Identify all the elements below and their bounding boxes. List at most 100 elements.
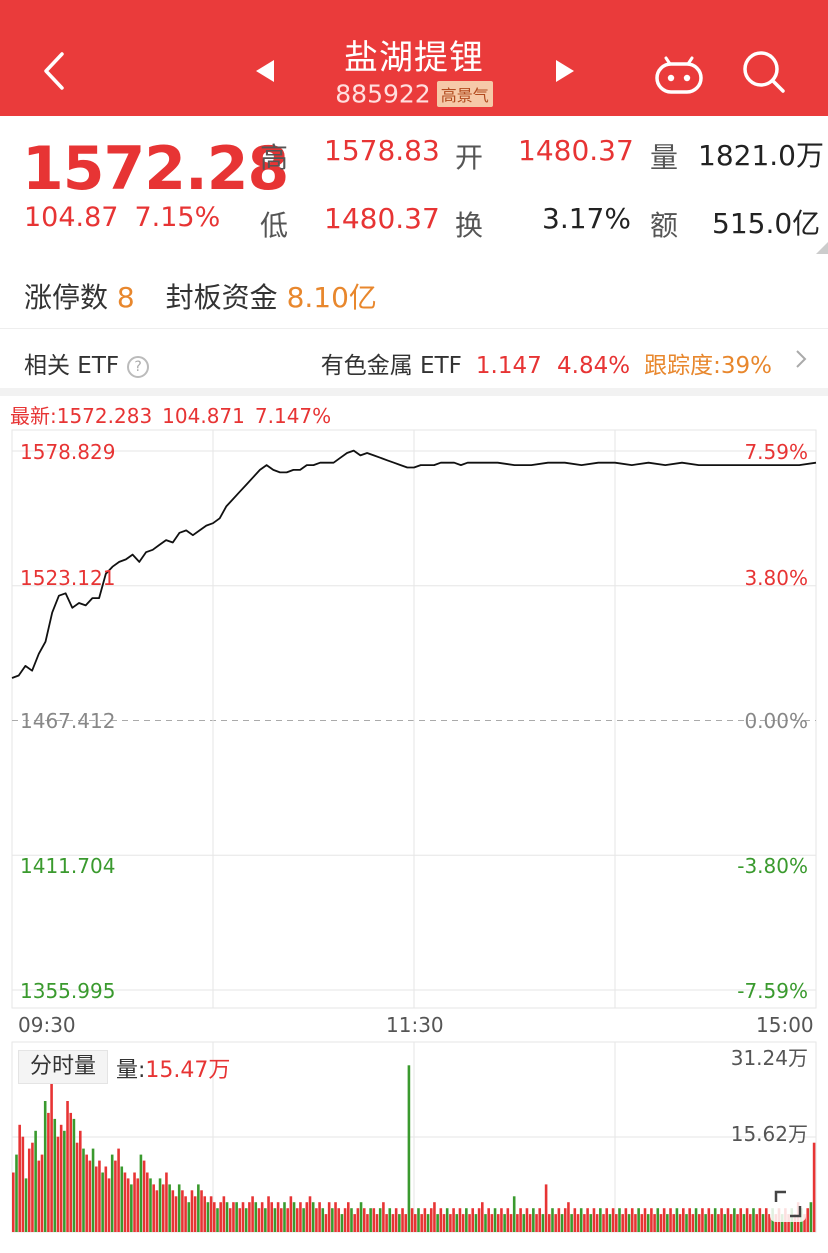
volume-bar bbox=[707, 1208, 711, 1232]
pct-tick-label: -7.59% bbox=[737, 979, 808, 1003]
volume-bar bbox=[327, 1202, 331, 1232]
volume-bar bbox=[47, 1112, 50, 1232]
volume-bar bbox=[592, 1208, 596, 1232]
volume-bar bbox=[305, 1202, 309, 1232]
volume-bar bbox=[292, 1202, 296, 1232]
volume-bar bbox=[289, 1196, 293, 1232]
volume-bar bbox=[723, 1214, 727, 1232]
volume-bar bbox=[595, 1214, 599, 1232]
next-stock-icon[interactable] bbox=[552, 58, 578, 84]
etf-name: 有色金属 ETF bbox=[320, 353, 462, 379]
chart-grid bbox=[11, 429, 817, 1233]
volume-bar bbox=[362, 1208, 366, 1232]
volume-bar bbox=[241, 1202, 245, 1232]
volume-bar bbox=[500, 1208, 503, 1232]
volume-bar bbox=[749, 1214, 752, 1232]
price-line-layer bbox=[11, 449, 817, 679]
related-etf-row[interactable]: 相关 ETF? 有色金属 ETF 1.147 4.84% 跟踪度:39% bbox=[0, 328, 828, 388]
volume-bar bbox=[599, 1208, 602, 1232]
volume-bar bbox=[739, 1208, 743, 1232]
volume-bar bbox=[388, 1208, 392, 1232]
volume-bar bbox=[627, 1214, 631, 1232]
volume-bar bbox=[193, 1196, 197, 1232]
volume-bar bbox=[155, 1190, 159, 1232]
volume-bar bbox=[15, 1154, 18, 1232]
volume-type-button[interactable]: 分时量 bbox=[18, 1050, 108, 1084]
volume-bar bbox=[452, 1208, 455, 1232]
fullscreen-icon[interactable] bbox=[770, 1186, 806, 1222]
robot-assistant-icon[interactable] bbox=[652, 48, 706, 96]
volume-bar bbox=[666, 1214, 669, 1232]
volume-info: 量:15.47万 bbox=[116, 1052, 230, 1084]
volume-bar bbox=[40, 1154, 44, 1232]
volume-bar bbox=[63, 1130, 66, 1232]
volume-bar bbox=[809, 1202, 813, 1232]
volume-bar bbox=[726, 1208, 730, 1232]
volume-bar bbox=[774, 1214, 778, 1232]
chevron-right-icon[interactable] bbox=[794, 349, 808, 369]
volume-bar bbox=[410, 1208, 414, 1232]
volume-bar bbox=[621, 1214, 624, 1232]
volume-bar bbox=[152, 1184, 155, 1232]
volume-bar bbox=[713, 1208, 717, 1232]
related-etf-title: 相关 ETF? bbox=[24, 346, 150, 380]
volume-bar bbox=[557, 1208, 561, 1232]
volume-bar bbox=[120, 1166, 124, 1232]
expand-corner-icon[interactable] bbox=[816, 242, 828, 254]
volume-bar bbox=[171, 1190, 175, 1232]
volume-bar bbox=[662, 1208, 666, 1232]
volume-bar bbox=[455, 1214, 459, 1232]
volume-bar bbox=[579, 1208, 583, 1232]
volume-bar bbox=[474, 1214, 478, 1232]
volume-bars-layer bbox=[12, 1065, 816, 1232]
volume-bar bbox=[752, 1208, 755, 1232]
volume-bar bbox=[283, 1202, 286, 1232]
volume-bar bbox=[745, 1208, 749, 1232]
volume-bar bbox=[675, 1208, 679, 1232]
limit-up-summary: 涨停数 8 封板资金 8.10亿 bbox=[24, 276, 377, 316]
help-icon[interactable]: ? bbox=[127, 355, 150, 378]
volume-bar bbox=[101, 1172, 104, 1232]
high-value: 1578.83 bbox=[324, 134, 440, 167]
volume-bar bbox=[350, 1208, 353, 1232]
volume-bar bbox=[509, 1214, 513, 1232]
volume-bar bbox=[37, 1160, 41, 1232]
volume-bar bbox=[423, 1208, 427, 1232]
pct-tick-label: 0.00% bbox=[744, 709, 808, 733]
volume-bar bbox=[484, 1214, 487, 1232]
volume-bar bbox=[206, 1202, 210, 1232]
volume-bar bbox=[394, 1208, 398, 1232]
back-icon[interactable] bbox=[30, 46, 80, 96]
volume-mid-label: 15.62万 bbox=[730, 1122, 808, 1146]
volume-bar bbox=[149, 1178, 152, 1232]
volume-bar bbox=[803, 1214, 806, 1232]
volume-bar bbox=[729, 1214, 733, 1232]
previous-stock-icon[interactable] bbox=[252, 58, 278, 84]
current-price: 1572.28 bbox=[22, 134, 289, 204]
volume-bar bbox=[519, 1208, 522, 1232]
low-value: 1480.37 bbox=[324, 202, 440, 235]
volume-bar bbox=[34, 1130, 37, 1232]
volume-bar bbox=[401, 1208, 404, 1232]
sector-tag[interactable]: 高景气 bbox=[436, 81, 493, 107]
price-series-line bbox=[11, 449, 817, 679]
volume-bar bbox=[669, 1208, 672, 1232]
change-percent: 7.15% bbox=[134, 202, 221, 233]
volume-bar bbox=[548, 1214, 551, 1232]
volume-bar bbox=[340, 1214, 344, 1232]
volume-bar bbox=[337, 1208, 341, 1232]
volume-bar bbox=[382, 1202, 385, 1232]
volume-bar bbox=[232, 1202, 235, 1232]
volume-bar bbox=[742, 1214, 746, 1232]
volume-bar bbox=[161, 1184, 165, 1232]
search-icon[interactable] bbox=[740, 48, 788, 96]
volume-bar bbox=[66, 1101, 69, 1232]
volume-bar bbox=[270, 1202, 274, 1232]
x-tick-label: 11:30 bbox=[386, 1013, 444, 1037]
price-change: 104.87 7.15% bbox=[24, 202, 220, 233]
volume-bar bbox=[465, 1208, 468, 1232]
volume-bar bbox=[238, 1208, 242, 1232]
volume-bar bbox=[720, 1208, 723, 1232]
volume-bar bbox=[544, 1184, 548, 1232]
